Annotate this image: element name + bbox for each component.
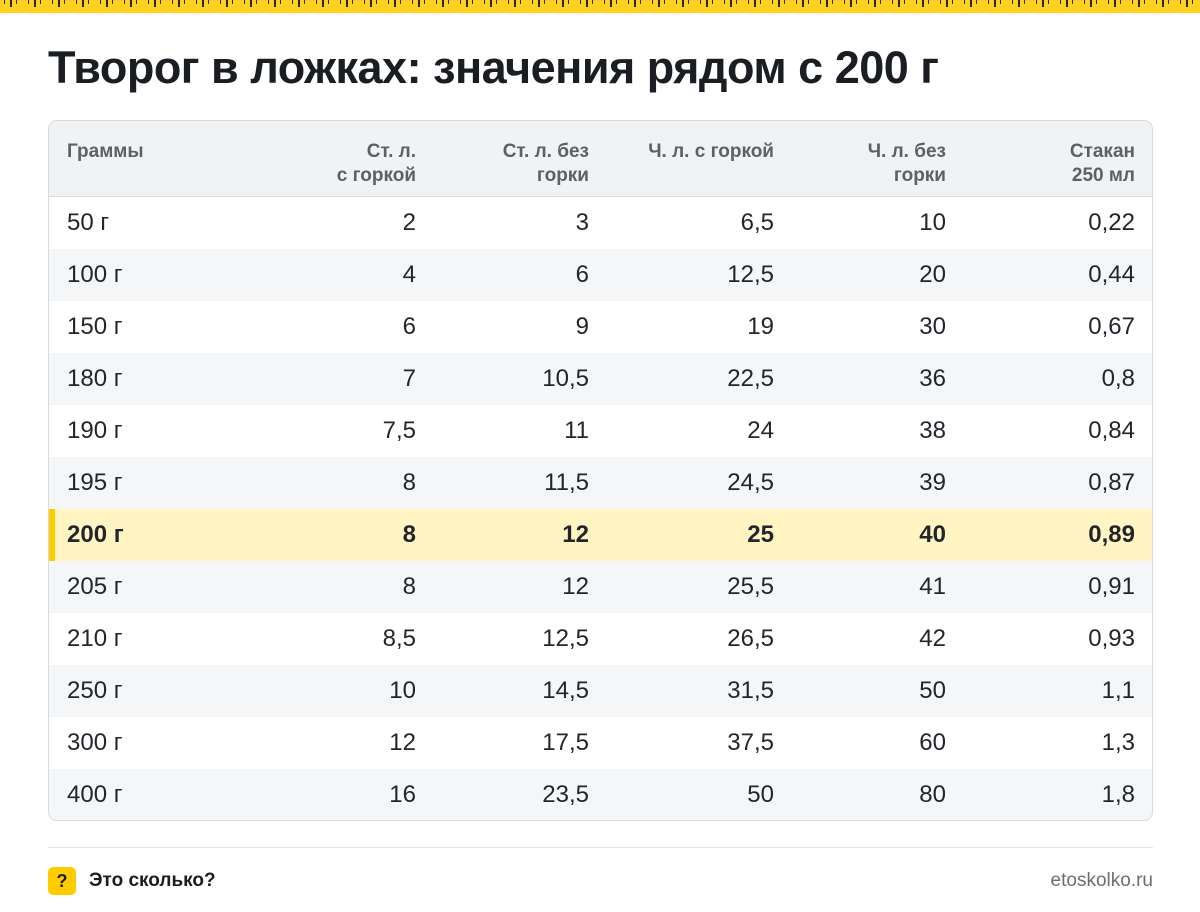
table-cell: 31,5: [727, 677, 774, 704]
table-row: 205 г 8 12 25,5 41 0,91: [49, 561, 1152, 613]
column-header-tsp-heaped: Ч. л. с горкой: [648, 141, 774, 162]
brand-name: Это сколько?: [89, 870, 216, 891]
table-cell: 200 г: [67, 521, 124, 548]
table-cell: 8: [402, 573, 416, 600]
table-row: 195 г 8 11,5 24,5 39 0,87: [49, 457, 1152, 509]
table-cell: 0,44: [1088, 261, 1135, 288]
table-cell: 190 г: [67, 417, 123, 444]
table-cell: 0,91: [1088, 573, 1135, 600]
table-cell: 0,89: [1088, 521, 1135, 548]
column-header-grams: Граммы: [67, 141, 144, 162]
table-cell: 41: [919, 573, 946, 600]
table-cell: 11: [564, 417, 589, 444]
brand-logo-icon: ?: [48, 867, 76, 895]
table-cell: 12,5: [542, 625, 589, 652]
table-row: 210 г 8,5 12,5 26,5 42 0,93: [49, 613, 1152, 665]
table-row: 250 г 10 14,5 31,5 50 1,1: [49, 665, 1152, 717]
conversion-table: Граммы Ст. л. с горкой Ст. л. без горки …: [48, 120, 1153, 821]
table-cell: 210 г: [67, 625, 123, 652]
table-row: 400 г 16 23,5 50 80 1,8: [49, 769, 1152, 820]
table-cell: 20: [919, 261, 946, 288]
table-cell: 100 г: [67, 261, 123, 288]
table-cell: 4: [402, 261, 416, 288]
column-header-tbsp-heaped: Ст. л. с горкой: [336, 141, 416, 186]
table-cell: 1,8: [1101, 781, 1135, 808]
ruler-strip: [0, 0, 1200, 13]
table-cell: 26,5: [727, 625, 774, 652]
table-cell: 180 г: [67, 365, 123, 392]
table-cell: 6: [402, 313, 416, 340]
table-cell: 0,8: [1101, 365, 1135, 392]
table-cell: 25: [747, 521, 774, 548]
table-cell: 50: [747, 781, 774, 808]
table-row: 180 г 7 10,5 22,5 36 0,8: [49, 353, 1152, 405]
site-url: etoskolko.ru: [1050, 870, 1153, 891]
table-cell: 42: [919, 625, 946, 652]
table-row: 150 г 6 9 19 30 0,67: [49, 301, 1152, 353]
table-row-highlighted: 200 г 8 12 25 40 0,89: [49, 509, 1152, 561]
table-cell: 37,5: [727, 729, 774, 756]
table-cell: 2: [402, 209, 416, 236]
table-row: 100 г 4 6 12,5 20 0,44: [49, 249, 1152, 301]
table-cell: 60: [919, 729, 946, 756]
table-cell: 39: [919, 469, 946, 496]
table-cell: 8: [402, 469, 416, 496]
table-row: 50 г 2 3 6,5 10 0,22: [49, 197, 1152, 249]
table-cell: 10,5: [542, 365, 589, 392]
table-cell: 25,5: [727, 573, 774, 600]
table-cell: 8: [402, 521, 416, 548]
table-cell: 0,84: [1088, 417, 1135, 444]
table-cell: 24: [747, 417, 774, 444]
table-cell: 50 г: [67, 209, 110, 236]
table-cell: 10: [389, 677, 416, 704]
table-cell: 40: [919, 521, 946, 548]
table-cell: 22,5: [727, 365, 774, 392]
table-cell: 150 г: [67, 313, 123, 340]
column-header-cup: Стакан 250 мл: [1069, 141, 1135, 186]
table-cell: 36: [919, 365, 946, 392]
footer-divider: [48, 847, 1153, 848]
table-cell: 12: [389, 729, 416, 756]
table-cell: 12,5: [727, 261, 774, 288]
table-cell: 1,1: [1101, 677, 1135, 704]
table-cell: 7: [402, 365, 416, 392]
table-cell: 0,87: [1088, 469, 1135, 496]
table-cell: 0,22: [1088, 209, 1135, 236]
table-cell: 6: [575, 261, 589, 288]
table-cell: 30: [919, 313, 946, 340]
table-cell: 11,5: [544, 469, 589, 496]
table-cell: 7,5: [382, 417, 416, 444]
table-cell: 6,5: [740, 209, 774, 236]
table-header: Граммы Ст. л. с горкой Ст. л. без горки …: [49, 121, 1152, 197]
table-cell: 205 г: [67, 573, 123, 600]
table-cell: 16: [389, 781, 416, 808]
table-cell: 195 г: [67, 469, 123, 496]
table-cell: 0,67: [1088, 313, 1135, 340]
table-cell: 250 г: [67, 677, 123, 704]
table-row: 300 г 12 17,5 37,5 60 1,3: [49, 717, 1152, 769]
table-cell: 38: [919, 417, 946, 444]
table-cell: 19: [747, 313, 774, 340]
table-cell: 1,3: [1101, 729, 1135, 756]
table-cell: 0,93: [1088, 625, 1135, 652]
table-cell: 23,5: [542, 781, 589, 808]
table-cell: 12: [562, 521, 589, 548]
table-cell: 10: [919, 209, 946, 236]
table-cell: 12: [562, 573, 589, 600]
table-cell: 50: [919, 677, 946, 704]
table-cell: 17,5: [542, 729, 589, 756]
column-header-tsp-level: Ч. л. без горки: [867, 141, 946, 186]
table-cell: 400 г: [67, 781, 123, 808]
column-header-tbsp-level: Ст. л. без горки: [502, 141, 589, 186]
page-title: Творог в ложках: значения рядом с 200 г: [48, 42, 939, 93]
table-cell: 9: [575, 313, 589, 340]
table-row: 190 г 7,5 11 24 38 0,84: [49, 405, 1152, 457]
table-cell: 3: [575, 209, 589, 236]
table-cell: 24,5: [727, 469, 774, 496]
table-cell: 8,5: [382, 625, 416, 652]
table-cell: 80: [919, 781, 946, 808]
table-cell: 300 г: [67, 729, 123, 756]
table-cell: 14,5: [542, 677, 589, 704]
